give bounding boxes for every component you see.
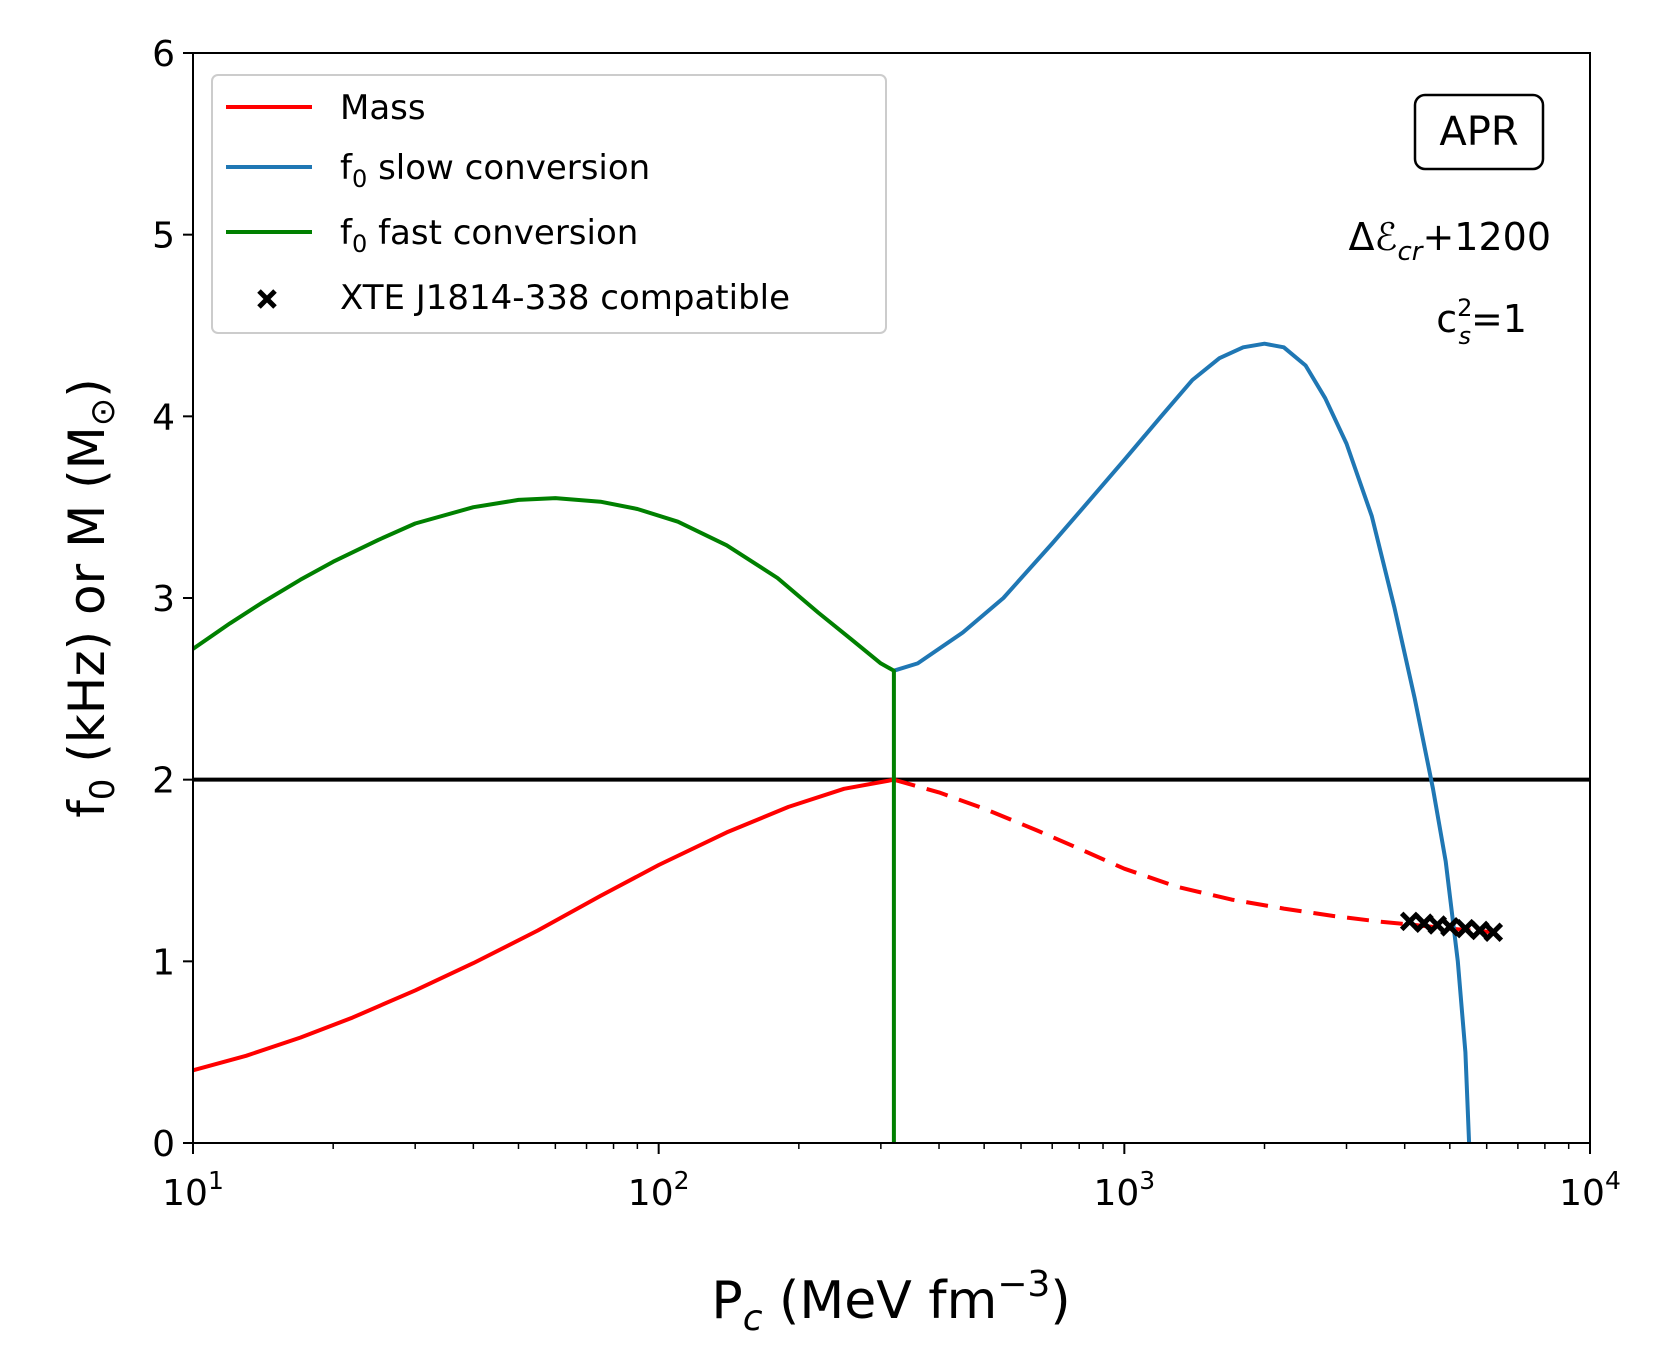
y-tick-label: 6	[152, 34, 175, 75]
legend-fast-label: f0 fast conversion	[340, 213, 638, 258]
legend-box	[211, 74, 887, 334]
series-line-1	[893, 777, 1494, 935]
cs-annotation: c2 s=1	[1436, 294, 1527, 350]
y-tick-label: 2	[152, 761, 175, 802]
y-tick-label: 5	[152, 216, 175, 257]
compatible-marker	[1399, 911, 1420, 932]
series-layer	[191, 341, 1590, 1144]
compatible-marker	[1440, 917, 1460, 937]
legend-marker-swatch	[257, 289, 277, 309]
legend-marker-label: XTE J1814-338 compatible	[340, 278, 790, 318]
y-tick-label: 4	[152, 397, 175, 438]
x-tick-label: 103	[1093, 1166, 1155, 1214]
x-tick-label: 104	[1559, 1166, 1621, 1214]
y-tick-label: 3	[152, 579, 175, 620]
y-tick-label: 1	[152, 942, 175, 983]
legend: Mass f0 slow conversion f0 fast conversi…	[211, 74, 887, 334]
x-axis-label: Pc (MeV fm−3)	[711, 1264, 1070, 1339]
y-axis-label: f0 (kHz) or M (M⊙)	[58, 378, 123, 818]
eos-label: APR	[1439, 109, 1518, 155]
series-line-3	[191, 496, 896, 1143]
x-tick-label: 101	[162, 1166, 224, 1214]
y-tick-label: 0	[152, 1124, 175, 1165]
legend-mass-label: Mass	[340, 88, 426, 128]
series-line-2	[893, 341, 1472, 1144]
delta-annotation: Δℰcr+1200	[1348, 215, 1551, 267]
tick-layer: 0 1 2 3 4 5 6 101 102 103 104	[152, 34, 1621, 1214]
eos-label-box	[1413, 93, 1545, 171]
marker-layer	[1399, 911, 1504, 943]
legend-slow-label: f0 slow conversion	[340, 148, 650, 193]
compatible-marker	[1455, 918, 1476, 939]
series-line-0	[192, 777, 895, 1073]
x-tick-label: 102	[628, 1166, 690, 1214]
compatible-marker	[1483, 922, 1504, 943]
